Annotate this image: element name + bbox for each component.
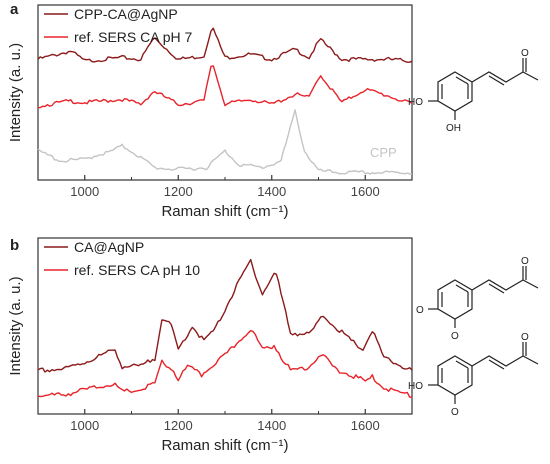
- y-axis-label-b: Intensity (a. u.): [7, 276, 24, 375]
- structure-b2-label-ho: HO: [408, 381, 423, 392]
- x-tick-label-a-3: 1600: [351, 184, 380, 199]
- x-tick-label-b-0: 1000: [70, 418, 99, 433]
- x-tick-label-b-3: 1600: [351, 418, 380, 433]
- chart-panel-a: 1000 1200 1400 1600 Raman shift (cm⁻¹) Intens…: [7, 4, 413, 220]
- structure-b1-label-o-carbonyl: O: [521, 256, 529, 267]
- series-line-a-1: [37, 65, 413, 109]
- x-tick-label-a-1: 1200: [164, 184, 193, 199]
- legend-label-a-0: CPP-CA@AgNP: [74, 6, 178, 22]
- x-tick-label-b-1: 1200: [164, 418, 193, 433]
- y-axis-label-a: Intensity (a. u.): [7, 43, 24, 142]
- caffeate-dianion-structure: [428, 266, 539, 328]
- panel-a-label: a: [10, 1, 19, 18]
- structure-b2-label-o-carbonyl: O: [521, 332, 529, 343]
- structure-b1-label-o-bottom: O: [451, 331, 459, 342]
- x-axis-label-b: Raman shift (cm⁻¹): [161, 437, 288, 454]
- structure-b2-label-o-bottom: O: [451, 407, 459, 418]
- structure-a-label-oh: OH: [446, 123, 461, 134]
- structure-a-label-o: O: [521, 48, 529, 59]
- x-axis-label-a: Raman shift (cm⁻¹): [161, 203, 288, 220]
- caffeate-anion-structure: [428, 342, 539, 404]
- series-line-b-0: [37, 258, 413, 373]
- structure-a-label-ho: HO: [408, 97, 423, 108]
- legend-label-a-1: ref. SERS CA pH 7: [74, 29, 192, 45]
- chart-panel-b: 1000 1200 1400 1600 Raman shift (cm⁻¹) Intens…: [7, 237, 413, 454]
- x-tick-label-b-2: 1400: [257, 418, 286, 433]
- x-tick-label-a-2: 1400: [257, 184, 286, 199]
- series-line-a-2: [37, 109, 413, 175]
- structure-b1-label-o-left: O: [416, 305, 424, 316]
- legend-label-b-0: CA@AgNP: [74, 239, 144, 255]
- series-line-b-1: [37, 330, 413, 398]
- annotation-a-0: CPP: [370, 145, 397, 160]
- legend-label-b-1: ref. SERS CA pH 10: [74, 262, 200, 278]
- series-line-a-0: [37, 27, 413, 63]
- caffeic-acid-structure: [428, 58, 539, 120]
- panel-b-label: b: [10, 237, 19, 254]
- x-tick-label-a-0: 1000: [70, 184, 99, 199]
